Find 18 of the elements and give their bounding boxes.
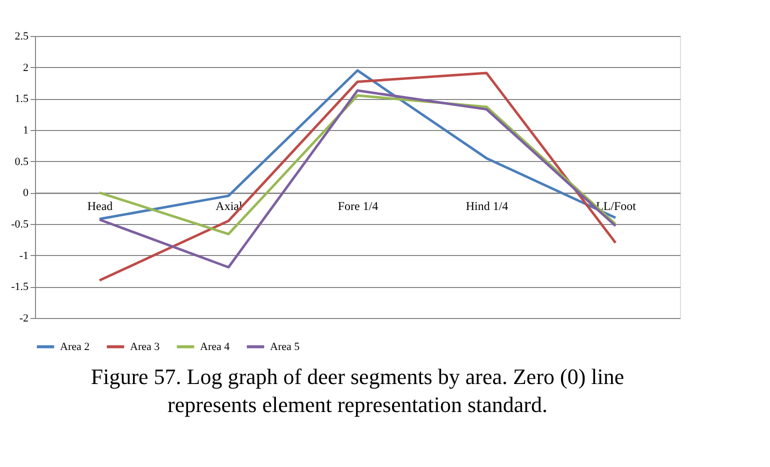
legend-label: Area 4 <box>200 340 230 353</box>
caption: Figure 57. Log graph of deer segments by area. Zero (0) line represents element representation standard. <box>90 364 624 417</box>
y-tick-label: -0.5 <box>11 218 29 230</box>
y-tick-label: 2.5 <box>14 30 29 42</box>
x-tick-label: Head <box>87 199 113 214</box>
y-tick-label: 1.5 <box>14 93 29 106</box>
legend-label: Area 5 <box>270 340 300 353</box>
x-tick-label: Hind 1/4 <box>466 199 508 214</box>
y-tick-label: -2 <box>19 312 28 324</box>
x-tick-label: Fore 1/4 <box>338 199 378 214</box>
y-tick-label: -1.5 <box>11 281 29 294</box>
legend-label: Area 2 <box>60 340 90 353</box>
y-tick-label: 2 <box>23 62 28 74</box>
y-tick-label: 0.5 <box>14 156 29 168</box>
y-tick-label: 1 <box>23 124 28 136</box>
y-tick-label: -1 <box>19 250 28 262</box>
legend-label: Area 3 <box>130 340 160 353</box>
y-tick-label: 0 <box>23 187 29 200</box>
